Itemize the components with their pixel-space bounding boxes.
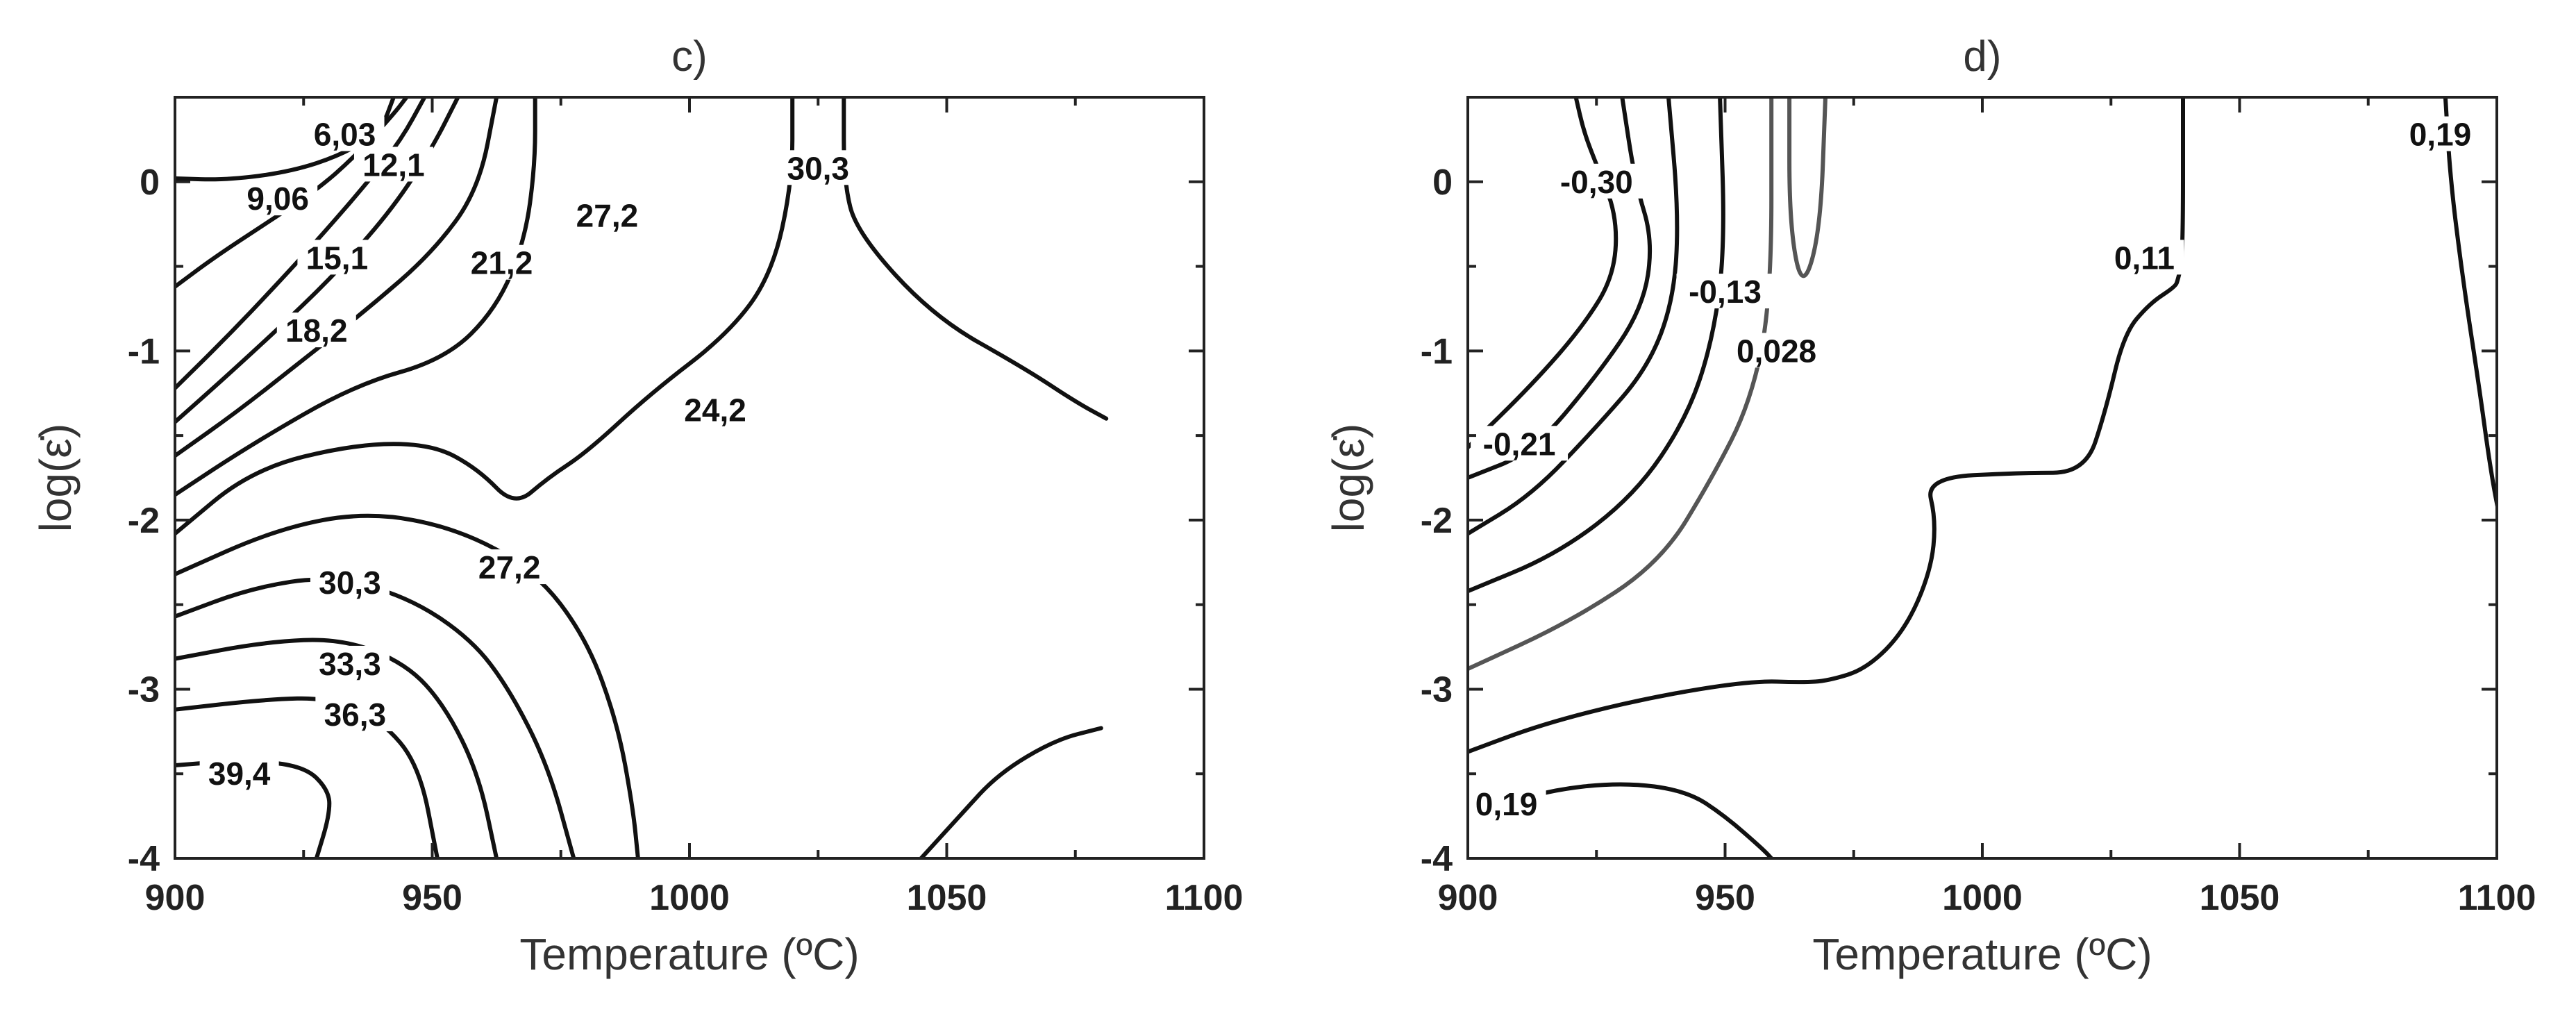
contour-label-bg	[1728, 333, 1825, 368]
contour-line	[1468, 97, 1680, 536]
contour-label: -0,30	[1560, 164, 1633, 200]
contour-label-bg	[469, 549, 549, 585]
contour-label: 30,3	[319, 565, 381, 601]
y-tick-label: 0	[140, 163, 160, 203]
x-tick-label: 950	[1695, 878, 1755, 918]
contour-label: 0,11	[2114, 240, 2175, 276]
contour-label: 15,1	[306, 240, 369, 276]
x-tick-label: 950	[402, 878, 462, 918]
contour-line	[1787, 97, 1828, 278]
x-axis: 900 950 1000 1050 1100	[145, 97, 1244, 918]
contour-label: 12,1	[362, 147, 425, 183]
contour-line	[919, 726, 1103, 858]
contour-label-bg	[1466, 786, 1546, 822]
contour-line	[842, 97, 1109, 421]
contour-line	[1468, 782, 1774, 858]
contour-label: 39,4	[208, 756, 271, 792]
plot-frame	[1466, 96, 2498, 860]
y-axis-title: log(ε̇)	[31, 424, 81, 533]
contour-labels: -0,30 -0,21 -0,13 0,028 0,11 0,19 0,19	[1466, 116, 2480, 822]
contour-label-bg	[462, 244, 542, 280]
contour-label: 33,3	[319, 646, 381, 682]
contour-label: 27,2	[478, 549, 541, 585]
contour-label-bg	[2105, 240, 2184, 275]
x-tick-label: 1000	[1942, 878, 2023, 918]
panel-title: c)	[671, 33, 708, 81]
y-axis: 0 -1 -2 -3 -4	[1421, 96, 2497, 879]
y-tick-label: -3	[1421, 669, 1453, 710]
contour-label: 18,2	[285, 313, 348, 349]
x-tick-label: 900	[1438, 878, 1498, 918]
contour-label-bg	[1548, 163, 1646, 199]
contour-line	[1468, 97, 1619, 450]
contour-label-bg	[2400, 116, 2480, 151]
x-tick-label: 1050	[2200, 878, 2280, 918]
y-tick-label: -4	[1421, 839, 1453, 879]
x-tick-label: 1100	[2458, 878, 2536, 918]
contour-label-bg	[353, 147, 433, 182]
contour-label: -0,13	[1689, 274, 1762, 310]
contour-label: 30,3	[787, 150, 849, 186]
contour-label-bg	[276, 313, 356, 348]
contour-label-bg	[1471, 426, 1569, 461]
contour-label-bg	[305, 116, 385, 151]
y-tick-label: 0	[1432, 163, 1453, 203]
contour-label-bg	[778, 150, 858, 185]
contour-label: 6,03	[314, 117, 376, 153]
contour-label: 0,19	[2409, 117, 2472, 153]
y-tick-label: -2	[128, 501, 160, 541]
contour-line	[1468, 97, 1725, 594]
contour-labels: 6,039,06 12,1 15,1 18,2 21,2 24,2 27,2 30,3 33,3…	[199, 116, 858, 792]
contour-label: 0,028	[1737, 333, 1816, 369]
contour-label: 0,19	[1475, 786, 1538, 822]
contour-lines	[1468, 97, 2497, 858]
contour-line	[2443, 97, 2497, 514]
contour-label-bg	[310, 565, 390, 600]
contour-label: 36,3	[324, 697, 387, 733]
y-tick-label: -3	[128, 669, 160, 710]
x-tick-label: 1050	[907, 878, 987, 918]
y-tick-label: -1	[128, 331, 160, 372]
contour-label: 21,2	[471, 245, 533, 281]
x-axis: 900 950 1000 1050 1100	[1438, 97, 2536, 918]
x-tick-label: 1100	[1165, 878, 1244, 918]
contour-label-bg	[310, 645, 390, 681]
contour-label: 27,2	[576, 197, 639, 233]
contour-line	[175, 97, 499, 458]
contour-line	[1468, 97, 2185, 754]
x-tick-label: 1000	[649, 878, 730, 918]
contour-line	[175, 97, 537, 497]
panel-c: c) 6,039,06 12,1 15,1 18,2 21,2 24,2 27,2 30,3 33…	[31, 33, 1243, 979]
y-tick-label: -1	[1421, 331, 1453, 372]
contour-line	[175, 513, 640, 858]
panel-title: d)	[1963, 33, 2001, 81]
y-axis: 0 -1 -2 -3 -4	[128, 96, 1204, 879]
contour-label-bg	[199, 756, 279, 791]
contour-line	[175, 638, 499, 858]
x-tick-label: 900	[145, 878, 206, 918]
contour-line	[175, 577, 576, 858]
contour-label: 9,06	[246, 181, 309, 217]
contour-label: 24,2	[684, 392, 746, 428]
contour-label: -0,21	[1483, 426, 1556, 462]
y-tick-label: -4	[128, 839, 160, 879]
y-tick-label: -2	[1421, 501, 1453, 541]
panel-d: d) -0,30 -0,21 -0,13 0,028 0,11 0,19 0,19 900 950…	[1323, 33, 2536, 979]
contour-label-bg	[567, 197, 647, 233]
contour-label-bg	[297, 240, 377, 275]
y-axis-title: log(ε̇)	[1323, 424, 1373, 533]
contour-line	[1468, 97, 1774, 672]
contour-label-bg	[676, 392, 755, 427]
contour-label-bg	[1676, 274, 1774, 309]
x-axis-title: Temperature (ºC)	[519, 929, 859, 979]
contour-label-bg	[315, 696, 395, 731]
x-axis-title: Temperature (ºC)	[1812, 929, 2152, 979]
contour-label-bg	[238, 181, 318, 216]
contour-line	[175, 97, 795, 536]
